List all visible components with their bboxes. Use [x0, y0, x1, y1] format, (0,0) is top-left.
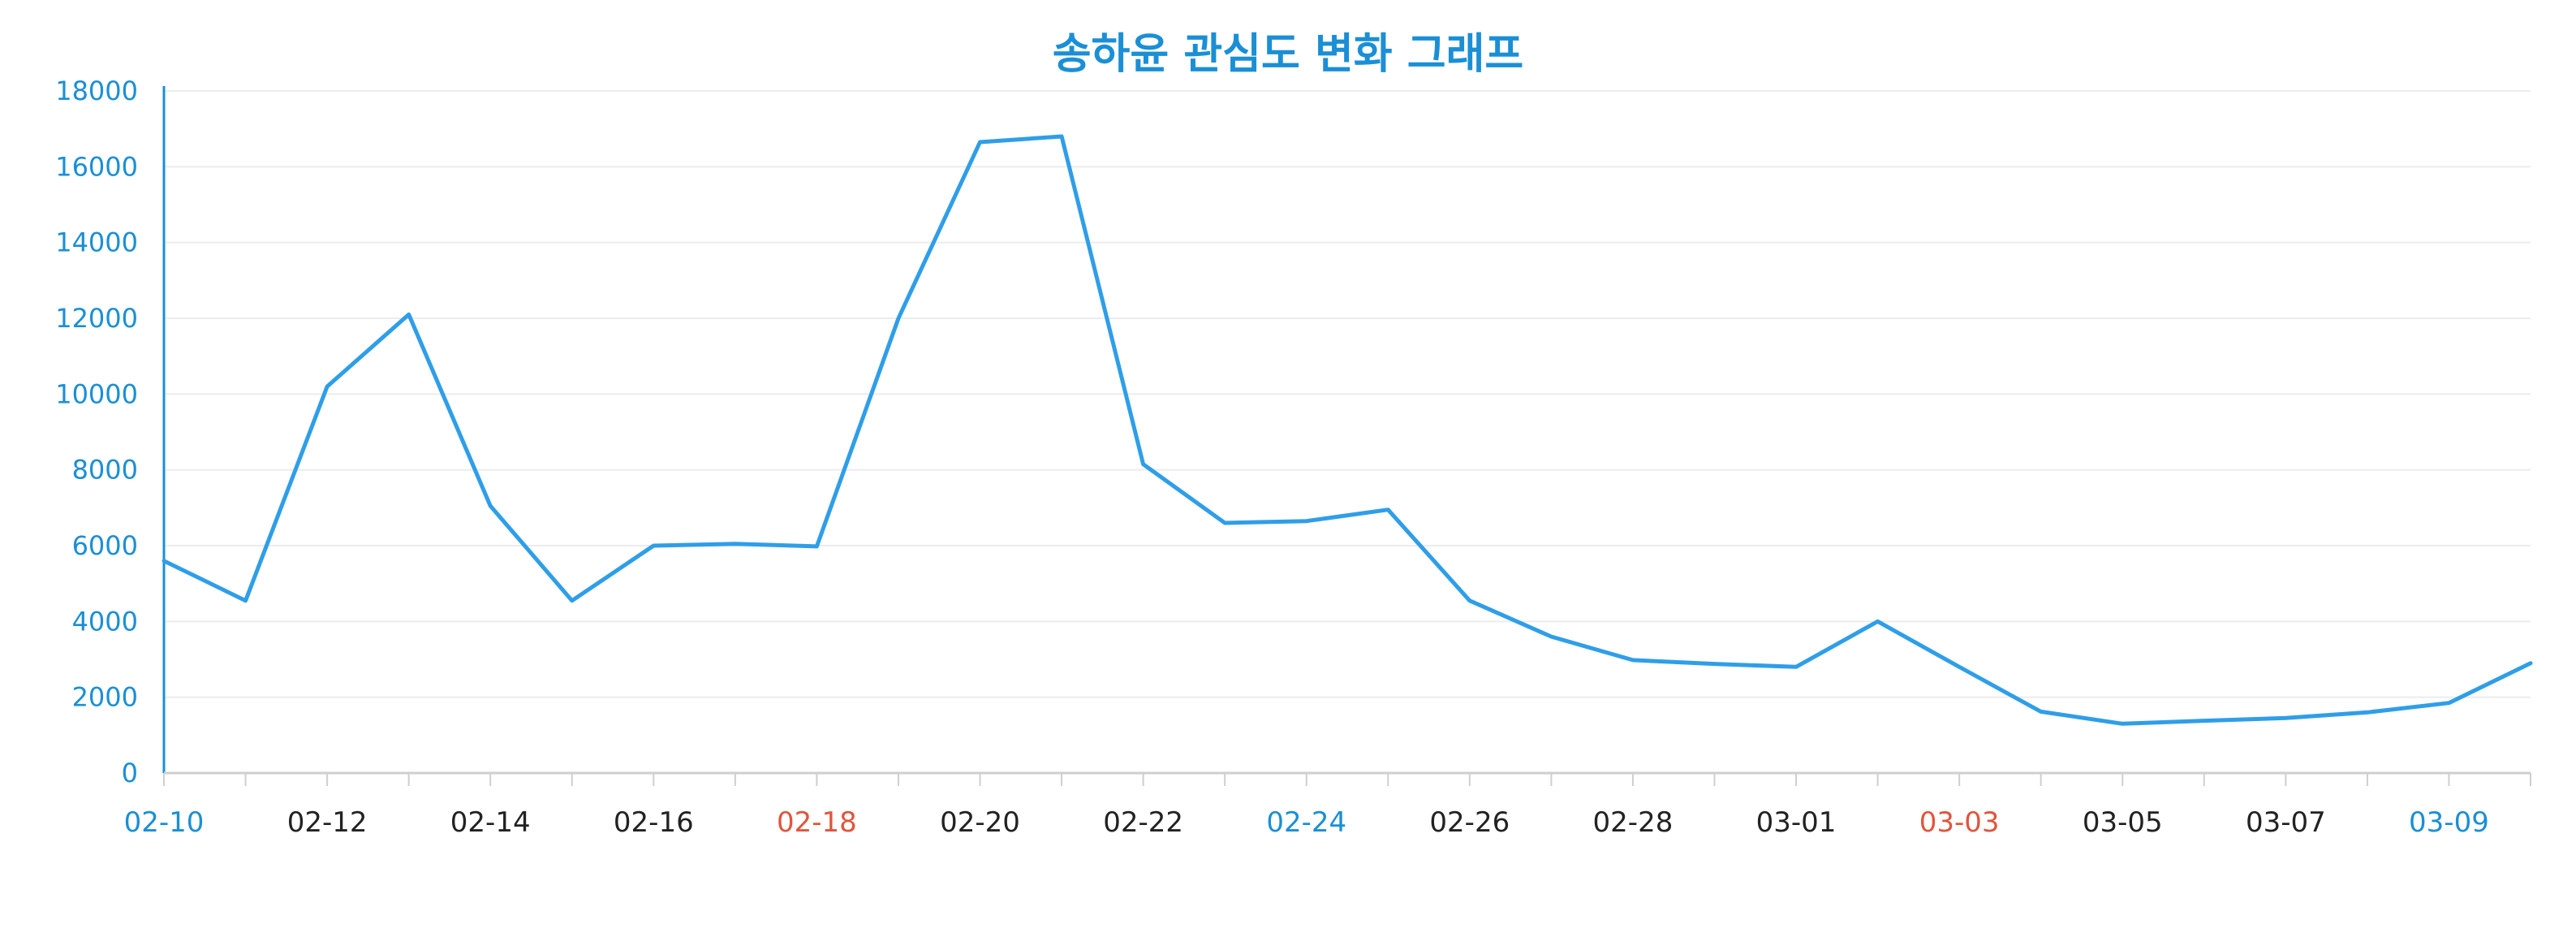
data-point	[897, 317, 899, 319]
data-point	[1713, 663, 1716, 665]
x-tick-label: 02-12	[287, 806, 368, 839]
y-tick-label: 2000	[72, 682, 138, 713]
data-point	[734, 542, 736, 545]
y-tick-label: 8000	[72, 455, 138, 486]
x-tick-label: 03-03	[1919, 806, 2000, 839]
x-tick-label: 03-01	[1756, 806, 1837, 839]
data-point	[653, 545, 655, 546]
series-layer	[162, 134, 2533, 726]
data-point	[2366, 711, 2368, 714]
x-tick-label: 02-14	[450, 806, 531, 839]
data-point	[1142, 463, 1144, 465]
data-point	[571, 599, 573, 602]
x-tick-label: 02-20	[940, 806, 1020, 839]
y-tick-label: 12000	[55, 303, 138, 334]
data-point	[1876, 620, 1879, 623]
data-point	[979, 141, 981, 143]
x-tick-label: 02-22	[1103, 806, 1183, 839]
data-point	[2285, 717, 2287, 719]
data-point	[2203, 719, 2205, 722]
data-point	[163, 559, 165, 562]
data-point	[1387, 508, 1389, 511]
y-tick-label: 6000	[72, 530, 138, 561]
data-point	[1958, 666, 1961, 668]
y-tick-label: 14000	[55, 227, 138, 258]
series-line	[162, 134, 2533, 726]
y-tick-label: 4000	[72, 606, 138, 637]
grid-lines	[164, 90, 2531, 698]
x-tick-label: 03-05	[2083, 806, 2163, 839]
data-point	[1061, 136, 1063, 137]
x-tick-label: 03-07	[2246, 806, 2326, 839]
axes	[162, 86, 2531, 786]
data-point	[407, 313, 410, 316]
x-tick-label: 02-26	[1429, 806, 1510, 839]
data-point	[2122, 723, 2124, 725]
data-point	[2530, 662, 2531, 664]
y-tick-label: 18000	[55, 76, 138, 106]
data-point	[1305, 520, 1307, 522]
data-point	[1631, 659, 1634, 661]
data-point	[1795, 666, 1798, 668]
y-tick-label: 10000	[55, 378, 138, 409]
data-point	[326, 386, 329, 387]
y-tick-label: 0	[122, 758, 138, 788]
y-axis-tick-labels: 0 2000 4000 6000 8000 10000 12000 14000 16000 180…	[55, 76, 138, 788]
data-point	[1468, 599, 1471, 602]
x-tick-label: 02-16	[614, 806, 694, 839]
data-point	[2040, 711, 2042, 713]
data-point	[1550, 636, 1553, 637]
chart-title: 송하윤 관심도 변화 그래프	[1052, 30, 1524, 79]
data-point	[244, 599, 247, 602]
data-point	[1224, 522, 1226, 524]
data-point	[816, 545, 818, 547]
x-tick-label: 03-09	[2409, 806, 2489, 839]
x-axis-tick-labels: 02-10 02-12 02-14 02-16 02-18 02-20 02-22 02-24…	[124, 806, 2489, 839]
x-tick-label: 02-24	[1266, 806, 1346, 839]
data-point	[489, 505, 492, 507]
y-tick-label: 16000	[55, 151, 138, 182]
data-point	[2448, 702, 2450, 704]
x-tick-label: 02-28	[1593, 806, 1674, 839]
x-tick-label: 02-10	[124, 806, 205, 839]
x-tick-label: 02-18	[777, 806, 857, 839]
